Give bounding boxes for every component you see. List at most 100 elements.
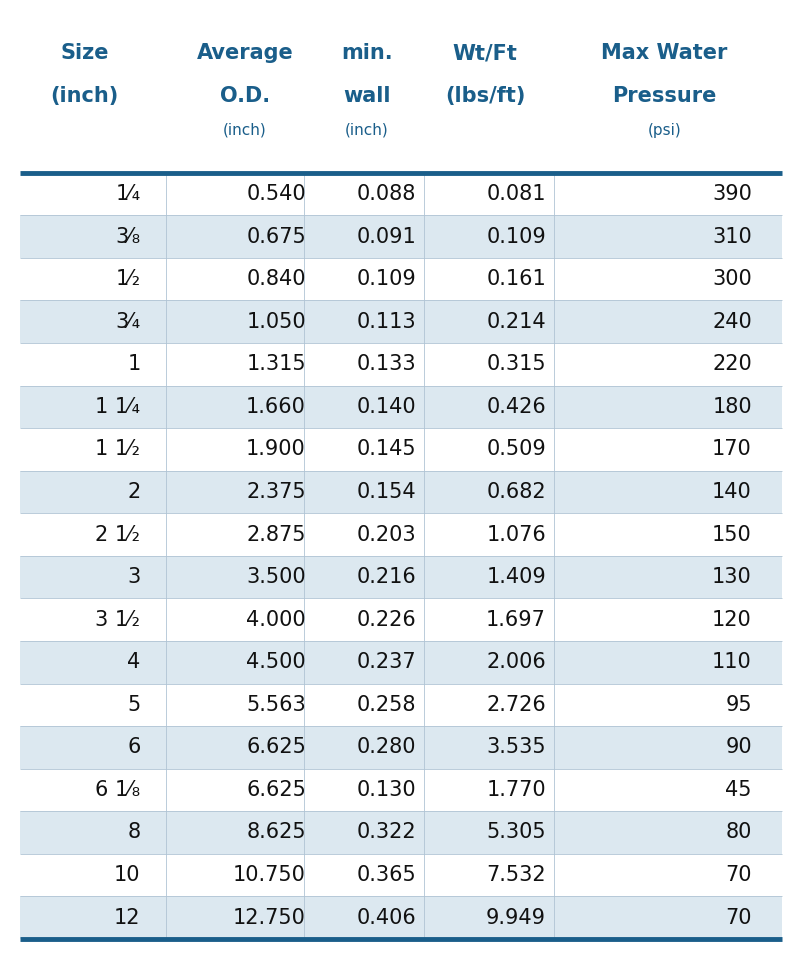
- Text: min.: min.: [341, 43, 393, 63]
- Bar: [20, 769, 782, 811]
- Bar: [20, 641, 782, 684]
- Text: 3.535: 3.535: [486, 737, 546, 757]
- Bar: [20, 598, 782, 641]
- Text: 0.161: 0.161: [486, 269, 546, 289]
- Text: 0.280: 0.280: [357, 737, 417, 757]
- Text: 10: 10: [114, 865, 141, 885]
- Text: 0.088: 0.088: [357, 184, 417, 204]
- Text: 1 1⁄₄: 1 1⁄₄: [95, 396, 141, 417]
- Text: 120: 120: [712, 610, 752, 630]
- Bar: [20, 556, 782, 598]
- Text: Max Water: Max Water: [601, 43, 727, 63]
- Text: 0.133: 0.133: [357, 354, 417, 374]
- Text: 0.154: 0.154: [357, 482, 417, 502]
- Text: 3: 3: [127, 567, 141, 588]
- Text: 3⁄₄: 3⁄₄: [115, 312, 141, 332]
- Text: 140: 140: [712, 482, 752, 502]
- Text: 1.409: 1.409: [486, 567, 546, 588]
- Text: (lbs/ft): (lbs/ft): [445, 86, 526, 107]
- Text: 0.365: 0.365: [357, 865, 417, 885]
- Text: 1⁄₂: 1⁄₂: [115, 269, 141, 289]
- Text: 0.315: 0.315: [486, 354, 546, 374]
- Text: 2.006: 2.006: [486, 652, 546, 672]
- Text: 0.130: 0.130: [357, 780, 417, 800]
- Text: 0.214: 0.214: [486, 312, 546, 332]
- Bar: [20, 897, 782, 939]
- Text: 2 1⁄₂: 2 1⁄₂: [95, 524, 141, 544]
- Text: 1: 1: [127, 354, 141, 374]
- Text: 0.216: 0.216: [357, 567, 417, 588]
- Text: 7.532: 7.532: [486, 865, 546, 885]
- Text: 3.500: 3.500: [246, 567, 306, 588]
- Bar: [20, 684, 782, 726]
- Text: 240: 240: [712, 312, 752, 332]
- Bar: [20, 726, 782, 769]
- Text: 0.840: 0.840: [246, 269, 306, 289]
- Text: 150: 150: [712, 524, 752, 544]
- Text: 2.726: 2.726: [486, 695, 546, 715]
- Text: 4.000: 4.000: [246, 610, 306, 630]
- Text: Size: Size: [61, 43, 109, 63]
- Text: 80: 80: [726, 823, 752, 843]
- Text: 5.563: 5.563: [246, 695, 306, 715]
- Bar: [20, 24, 782, 173]
- Text: 0.406: 0.406: [357, 907, 417, 927]
- Bar: [20, 811, 782, 853]
- Text: (inch): (inch): [223, 123, 266, 138]
- Text: 6.625: 6.625: [246, 780, 306, 800]
- Text: 0.109: 0.109: [486, 227, 546, 247]
- Text: 390: 390: [712, 184, 752, 204]
- Text: 1⁄₄: 1⁄₄: [115, 184, 141, 204]
- Text: (inch): (inch): [345, 123, 389, 138]
- Text: 1.900: 1.900: [246, 440, 306, 460]
- Text: 0.203: 0.203: [357, 524, 417, 544]
- Text: 0.145: 0.145: [357, 440, 417, 460]
- Text: 5.305: 5.305: [486, 823, 546, 843]
- Text: wall: wall: [343, 86, 390, 107]
- Text: 0.675: 0.675: [246, 227, 306, 247]
- Text: 70: 70: [726, 865, 752, 885]
- Bar: [20, 343, 782, 386]
- Text: 5: 5: [127, 695, 141, 715]
- Text: 300: 300: [712, 269, 752, 289]
- Text: 170: 170: [712, 440, 752, 460]
- Text: 0.237: 0.237: [357, 652, 417, 672]
- Text: 1.315: 1.315: [246, 354, 306, 374]
- Text: 3⁄₈: 3⁄₈: [115, 227, 141, 247]
- Text: 8.625: 8.625: [246, 823, 306, 843]
- Text: 310: 310: [712, 227, 752, 247]
- Bar: [20, 386, 782, 428]
- Text: 45: 45: [726, 780, 752, 800]
- Text: 2.375: 2.375: [246, 482, 306, 502]
- Text: 130: 130: [712, 567, 752, 588]
- Text: 9.949: 9.949: [486, 907, 546, 927]
- Text: 4.500: 4.500: [246, 652, 306, 672]
- Text: Wt/Ft: Wt/Ft: [453, 43, 518, 63]
- Text: 110: 110: [712, 652, 752, 672]
- Text: 0.081: 0.081: [486, 184, 546, 204]
- Text: 0.113: 0.113: [357, 312, 417, 332]
- Text: 220: 220: [712, 354, 752, 374]
- Text: 95: 95: [726, 695, 752, 715]
- Bar: [20, 173, 782, 215]
- Bar: [20, 428, 782, 470]
- Bar: [20, 514, 782, 556]
- Text: 1.660: 1.660: [246, 396, 306, 417]
- Text: 10.750: 10.750: [233, 865, 306, 885]
- Text: 0.140: 0.140: [357, 396, 417, 417]
- Bar: [20, 258, 782, 300]
- Text: 6.625: 6.625: [246, 737, 306, 757]
- Text: 90: 90: [726, 737, 752, 757]
- Text: 12: 12: [114, 907, 141, 927]
- Text: 0.258: 0.258: [357, 695, 417, 715]
- Text: 2.875: 2.875: [246, 524, 306, 544]
- Text: (psi): (psi): [647, 123, 681, 138]
- Bar: [20, 300, 782, 343]
- Text: 1 1⁄₂: 1 1⁄₂: [95, 440, 141, 460]
- Text: 0.509: 0.509: [486, 440, 546, 460]
- Text: 2: 2: [127, 482, 141, 502]
- Text: 3 1⁄₂: 3 1⁄₂: [95, 610, 141, 630]
- Text: 70: 70: [726, 907, 752, 927]
- Bar: [20, 215, 782, 258]
- Text: 12.750: 12.750: [233, 907, 306, 927]
